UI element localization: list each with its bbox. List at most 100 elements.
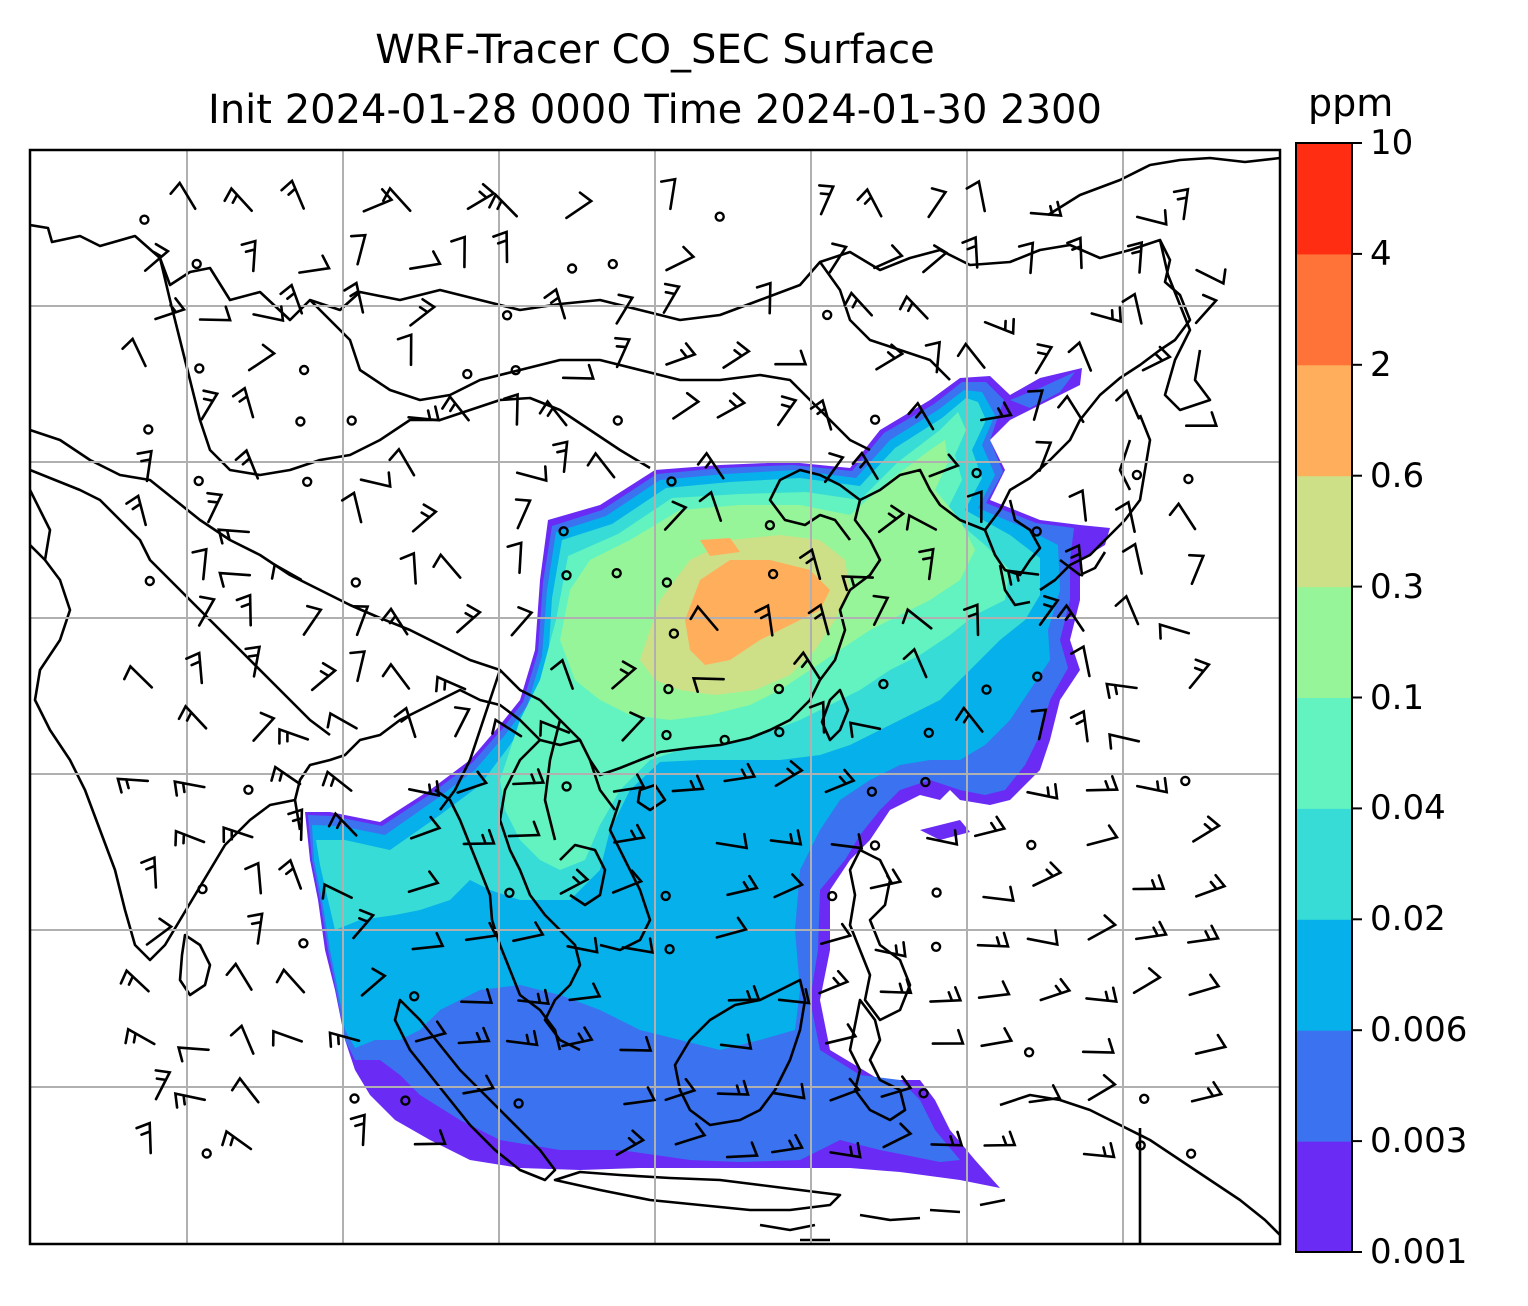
wind-barb bbox=[435, 675, 467, 693]
wind-barb bbox=[561, 1026, 594, 1048]
colorbar-segment bbox=[1296, 808, 1352, 920]
wind-calm-marker bbox=[561, 570, 572, 581]
wind-barb bbox=[340, 490, 363, 524]
border-manchuria bbox=[818, 261, 951, 381]
wind-barb bbox=[539, 719, 571, 737]
wind-barb bbox=[977, 980, 1011, 999]
colorbar-segment bbox=[1296, 919, 1352, 1031]
wind-barb bbox=[621, 937, 654, 954]
coastline-sri-lanka bbox=[178, 933, 212, 997]
colorbar-tick-label: 10 bbox=[1370, 123, 1414, 163]
coastline-india bbox=[30, 544, 296, 962]
wind-barb bbox=[1028, 1084, 1062, 1104]
wind-barb bbox=[488, 192, 518, 218]
wind-barb bbox=[879, 978, 913, 995]
wind-barb bbox=[464, 921, 498, 942]
wind-barb bbox=[824, 1023, 858, 1045]
wind-calm-marker bbox=[878, 678, 889, 690]
wind-calm-marker bbox=[144, 575, 156, 587]
wind-calm-marker bbox=[349, 1093, 360, 1104]
wind-barb bbox=[672, 391, 701, 420]
wind-calm-marker bbox=[510, 365, 521, 376]
wind-barb bbox=[321, 882, 353, 900]
wind-barb bbox=[396, 332, 413, 367]
wind-barb bbox=[1108, 732, 1141, 750]
colorbar-segment bbox=[1296, 1141, 1352, 1253]
wind-calm-marker bbox=[558, 526, 569, 537]
wind-barb bbox=[848, 721, 882, 739]
wind-barb bbox=[280, 178, 305, 210]
wind-barb bbox=[980, 1027, 1014, 1048]
wind-barb bbox=[191, 547, 208, 581]
wind-barb bbox=[173, 779, 206, 797]
wind-barb bbox=[1188, 658, 1212, 690]
wind-barb bbox=[1067, 340, 1093, 372]
wind-barb bbox=[1194, 293, 1219, 325]
coastline-philippines bbox=[848, 848, 912, 1022]
wind-barb bbox=[140, 855, 158, 889]
wind-barb bbox=[877, 504, 906, 534]
wind-barb bbox=[278, 858, 303, 890]
map-plot-area bbox=[30, 150, 1280, 1244]
wind-barb bbox=[1085, 775, 1119, 792]
colorbar-segment bbox=[1296, 1030, 1352, 1142]
wind-barb bbox=[349, 1113, 366, 1147]
wind-barb bbox=[983, 317, 1015, 336]
wind-barb bbox=[665, 245, 696, 272]
wind-barb bbox=[773, 873, 805, 899]
wind-calm-marker bbox=[346, 415, 357, 426]
wind-barb bbox=[462, 828, 496, 846]
colorbar-tick-label: 0.3 bbox=[1370, 566, 1425, 607]
wind-barb bbox=[612, 773, 646, 793]
border-mongolia bbox=[309, 299, 871, 452]
wind-barb bbox=[244, 861, 263, 895]
concentration-band-7 bbox=[700, 538, 740, 556]
wind-calm-marker bbox=[243, 784, 254, 795]
wind-barb bbox=[1032, 861, 1063, 887]
wind-barb bbox=[327, 811, 358, 837]
wind-barb bbox=[820, 922, 853, 946]
wind-barb bbox=[512, 921, 545, 943]
wind-barb bbox=[234, 448, 260, 480]
wind-calm-marker bbox=[409, 991, 420, 1002]
wind-barb bbox=[829, 1077, 861, 1102]
wind-barb bbox=[1039, 978, 1072, 1002]
wind-barb bbox=[727, 985, 761, 1002]
wind-barb bbox=[1026, 929, 1059, 947]
wind-calm-marker bbox=[1185, 1148, 1197, 1159]
wind-barb bbox=[829, 1141, 862, 1159]
wind-barb bbox=[1034, 343, 1054, 375]
wind-calm-marker bbox=[197, 883, 208, 895]
wind-barb bbox=[566, 936, 599, 954]
wind-barb bbox=[176, 1046, 210, 1063]
wind-barb bbox=[352, 908, 376, 940]
wind-barb bbox=[413, 1129, 447, 1146]
wind-calm-marker bbox=[663, 683, 674, 695]
map-gridlines bbox=[30, 150, 1280, 1244]
wind-barb bbox=[352, 605, 370, 637]
wind-barb bbox=[510, 606, 534, 637]
wind-barb bbox=[1126, 240, 1144, 274]
wind-barb bbox=[777, 988, 811, 1005]
wind-barb bbox=[252, 711, 276, 742]
wind-barb bbox=[407, 405, 441, 422]
wind-barb bbox=[674, 1122, 707, 1146]
wind-barb bbox=[754, 603, 774, 637]
border-himalaya bbox=[30, 428, 541, 702]
wind-barb bbox=[399, 551, 417, 585]
wind-barb bbox=[1187, 924, 1220, 944]
wind-barb bbox=[393, 706, 417, 739]
wind-calm-marker bbox=[869, 840, 881, 851]
wind-barbs bbox=[116, 177, 1228, 1159]
wind-barb bbox=[924, 340, 942, 374]
wind-barb bbox=[905, 513, 938, 531]
wind-barb bbox=[360, 967, 387, 997]
colorbar-tick-label: 0.04 bbox=[1370, 788, 1446, 829]
wind-barb bbox=[491, 717, 523, 738]
wind-barb bbox=[1132, 874, 1166, 891]
wind-barb bbox=[856, 187, 883, 218]
wind-barb bbox=[517, 988, 550, 1006]
wind-calm-marker bbox=[869, 414, 881, 425]
wind-barb bbox=[689, 604, 719, 631]
wind-barb bbox=[457, 1026, 491, 1045]
